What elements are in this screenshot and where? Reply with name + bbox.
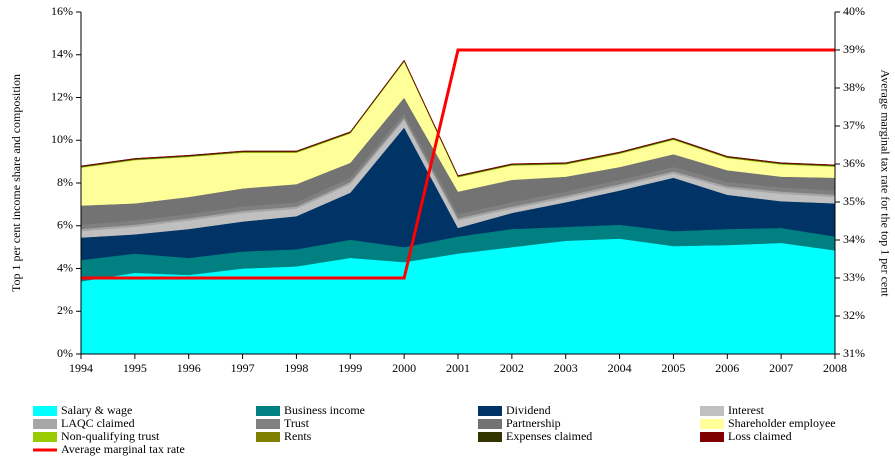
legend-swatch xyxy=(700,419,724,429)
legend-label: Loss claimed xyxy=(728,429,792,443)
x-tick-label: 1997 xyxy=(231,361,255,375)
y-axis-label: Top 1 per cent income share and composit… xyxy=(9,74,23,292)
legend-label: Salary & wage xyxy=(61,403,132,417)
y2-tick-label: 33% xyxy=(843,270,865,284)
y-tick-label: 10% xyxy=(51,132,73,146)
legend-swatch xyxy=(478,432,502,442)
y2-tick-label: 38% xyxy=(843,80,865,94)
legend-label: Rents xyxy=(284,429,312,443)
y-tick-label: 4% xyxy=(57,260,73,274)
x-tick-label: 2006 xyxy=(715,361,739,375)
y2-tick-label: 31% xyxy=(843,346,865,360)
legend-label: Shareholder employee xyxy=(728,416,836,430)
y-tick-label: 6% xyxy=(57,218,73,232)
legend-label: Average marginal tax rate xyxy=(61,442,185,456)
x-tick-label: 1995 xyxy=(123,361,147,375)
line xyxy=(81,48,835,280)
y2-tick-label: 35% xyxy=(843,194,865,208)
x-tick-label: 2008 xyxy=(823,361,847,375)
legend-swatch xyxy=(256,419,280,429)
legend-label: Dividend xyxy=(506,403,551,417)
legend-swatch xyxy=(256,406,280,416)
legend-label: Expenses claimed xyxy=(506,429,592,443)
y2-axis-label: Average marginal tax rate for the top 1 … xyxy=(878,69,892,297)
legend-swatch xyxy=(478,406,502,416)
x-tick-label: 2002 xyxy=(500,361,524,375)
y-tick-label: 12% xyxy=(51,89,73,103)
x-tick-label: 2004 xyxy=(608,361,632,375)
legend-swatch xyxy=(478,419,502,429)
legend-label: Partnership xyxy=(506,416,561,430)
x-tick-label: 1999 xyxy=(338,361,362,375)
x-tick-label: 1998 xyxy=(284,361,308,375)
y2-tick-label: 37% xyxy=(843,118,865,132)
y2-tick-label: 36% xyxy=(843,156,865,170)
legend-label: Trust xyxy=(284,416,310,430)
y-tick-label: 8% xyxy=(57,175,73,189)
legend-swatch xyxy=(700,406,724,416)
y2-tick-label: 34% xyxy=(843,232,865,246)
legend-label: Non-qualifying trust xyxy=(61,429,160,443)
x-tick-label: 1996 xyxy=(177,361,201,375)
y-tick-label: 14% xyxy=(51,47,73,61)
y-tick-label: 16% xyxy=(51,4,73,18)
x-tick-label: 2005 xyxy=(661,361,685,375)
x-tick-label: 1994 xyxy=(69,361,93,375)
legend-swatch xyxy=(33,419,57,429)
x-tick-label: 2007 xyxy=(769,361,793,375)
x-tick-label: 2001 xyxy=(446,361,470,375)
y2-tick-label: 40% xyxy=(843,4,865,18)
y-tick-label: 2% xyxy=(57,303,73,317)
legend-swatch xyxy=(33,432,57,442)
x-tick-label: 2003 xyxy=(554,361,578,375)
legend-swatch xyxy=(256,432,280,442)
legend-label: Business income xyxy=(284,403,365,417)
y2-tick-label: 32% xyxy=(843,308,865,322)
x-tick-label: 2000 xyxy=(392,361,416,375)
legend-swatch xyxy=(33,406,57,416)
legend-label: LAQC claimed xyxy=(61,416,135,430)
legend-label: Interest xyxy=(728,403,765,417)
y-tick-label: 0% xyxy=(57,346,73,360)
y2-tick-label: 39% xyxy=(843,42,865,56)
legend-swatch xyxy=(700,432,724,442)
